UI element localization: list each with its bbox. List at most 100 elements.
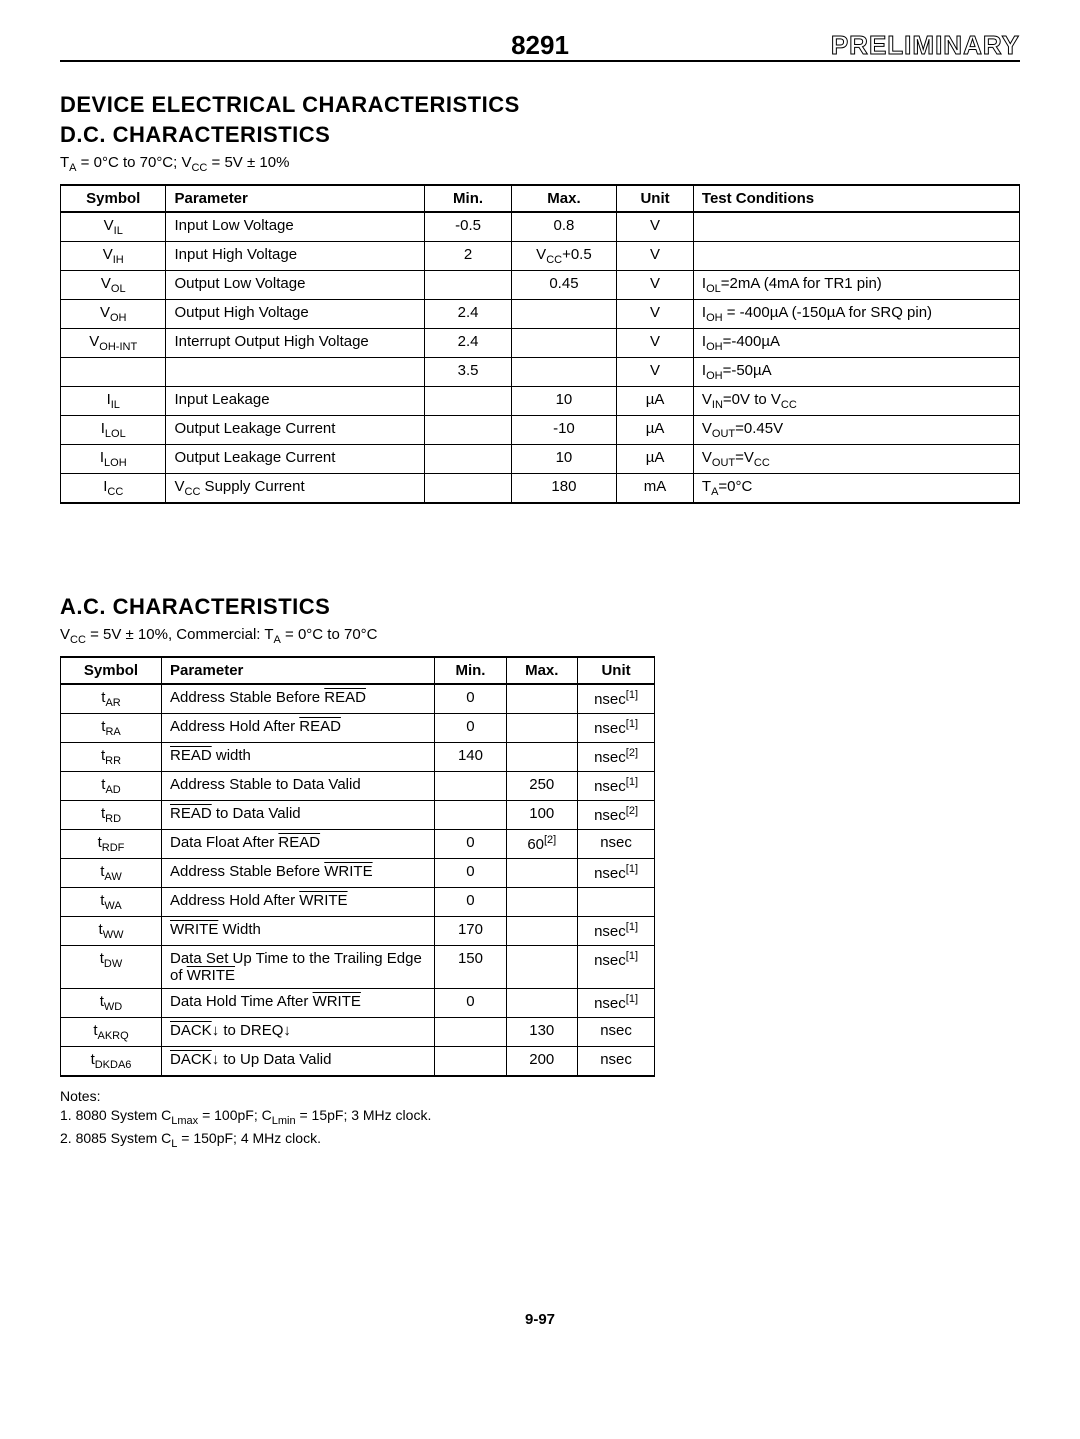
cell-conditions: VIN=0V to VCC <box>693 387 1019 416</box>
cell-parameter: READ width <box>162 743 435 772</box>
table-row: tWAAddress Hold After WRITE0 <box>61 888 655 917</box>
cell-conditions: IOH = -400µA (-150µA for SRQ pin) <box>693 300 1019 329</box>
cell-max: 100 <box>506 801 577 830</box>
cell-min: 0 <box>435 888 506 917</box>
cell-symbol: VOL <box>61 271 166 300</box>
cell-max: VCC+0.5 <box>511 242 616 271</box>
cell-symbol: VIL <box>61 212 166 242</box>
cell-max: 130 <box>506 1018 577 1047</box>
cell-min <box>425 416 511 445</box>
cell-unit: V <box>617 212 694 242</box>
cell-unit: mA <box>617 474 694 504</box>
cell-parameter: Output Leakage Current <box>166 416 425 445</box>
cell-conditions: TA=0°C <box>693 474 1019 504</box>
page-footer: 9-97 <box>60 1311 1020 1328</box>
cell-symbol: tWA <box>61 888 162 917</box>
col-test-conditions: Test Conditions <box>693 185 1019 212</box>
cell-unit: V <box>617 329 694 358</box>
notes-line: 2. 8085 System CL = 150pF; 4 MHz clock. <box>60 1129 1020 1152</box>
cell-unit: V <box>617 271 694 300</box>
cell-symbol: ILOH <box>61 445 166 474</box>
cell-conditions <box>693 212 1019 242</box>
cell-symbol: VOH <box>61 300 166 329</box>
cell-min: 2 <box>425 242 511 271</box>
cell-max <box>511 300 616 329</box>
table-row: tAWAddress Stable Before WRITE0nsec[1] <box>61 859 655 888</box>
table-row: VOH-INTInterrupt Output High Voltage2.4V… <box>61 329 1020 358</box>
cell-symbol: tRR <box>61 743 162 772</box>
cell-unit: nsec[2] <box>577 801 654 830</box>
cell-min <box>435 801 506 830</box>
notes-section: Notes: 1. 8080 System CLmax = 100pF; CLm… <box>60 1087 1020 1151</box>
table-row: tDWData Set Up Time to the Trailing Edge… <box>61 946 655 989</box>
cell-min <box>425 387 511 416</box>
table-row: VOLOutput Low Voltage0.45VIOL=2mA (4mA f… <box>61 271 1020 300</box>
cell-unit: V <box>617 242 694 271</box>
cell-min <box>435 1047 506 1077</box>
cell-unit: µA <box>617 416 694 445</box>
cell-parameter: READ to Data Valid <box>162 801 435 830</box>
table-row: ILOHOutput Leakage Current10µAVOUT=VCC <box>61 445 1020 474</box>
table-row: ICCVCC Supply Current180mATA=0°C <box>61 474 1020 504</box>
cell-symbol: tDW <box>61 946 162 989</box>
cell-max: 10 <box>511 445 616 474</box>
cell-min <box>435 772 506 801</box>
cell-max: 60[2] <box>506 830 577 859</box>
cell-symbol: tAD <box>61 772 162 801</box>
cell-symbol: tRD <box>61 801 162 830</box>
cell-unit: nsec <box>577 1018 654 1047</box>
cell-unit: nsec[1] <box>577 917 654 946</box>
table-row: tWWWRITE Width170nsec[1] <box>61 917 655 946</box>
table-row: IILInput Leakage10µAVIN=0V to VCC <box>61 387 1020 416</box>
cell-max: 180 <box>511 474 616 504</box>
table-row: tARAddress Stable Before READ0nsec[1] <box>61 684 655 714</box>
cell-max <box>506 714 577 743</box>
cell-max <box>511 329 616 358</box>
header-part-number: 8291 <box>511 30 569 61</box>
table-row: ILOLOutput Leakage Current-10µAVOUT=0.45… <box>61 416 1020 445</box>
table-row: tDKDA6DACK↓ to Up Data Valid200nsec <box>61 1047 655 1077</box>
cell-min: 0 <box>435 859 506 888</box>
cell-symbol: IIL <box>61 387 166 416</box>
cell-max: 200 <box>506 1047 577 1077</box>
cell-symbol: VIH <box>61 242 166 271</box>
cell-conditions: IOL=2mA (4mA for TR1 pin) <box>693 271 1019 300</box>
section1-title1: DEVICE ELECTRICAL CHARACTERISTICS <box>60 92 1020 118</box>
cell-unit: nsec[1] <box>577 989 654 1018</box>
cell-parameter: VCC Supply Current <box>166 474 425 504</box>
header-preliminary: PRELIMINARY <box>831 30 1020 61</box>
cell-symbol: tRA <box>61 714 162 743</box>
cell-min: 0 <box>435 714 506 743</box>
notes-heading: Notes: <box>60 1087 1020 1106</box>
cell-conditions: VOUT=0.45V <box>693 416 1019 445</box>
cell-unit: µA <box>617 445 694 474</box>
col-max: Max. <box>506 657 577 684</box>
cell-parameter: WRITE Width <box>162 917 435 946</box>
cell-parameter: Address Stable Before WRITE <box>162 859 435 888</box>
cell-symbol: tAR <box>61 684 162 714</box>
cell-conditions <box>693 242 1019 271</box>
cell-symbol: tWD <box>61 989 162 1018</box>
table-row: tRDFData Float After READ060[2]nsec <box>61 830 655 859</box>
cell-parameter: Data Set Up Time to the Trailing Edge of… <box>162 946 435 989</box>
cell-unit: nsec[1] <box>577 684 654 714</box>
cell-min: 0 <box>435 830 506 859</box>
cell-max: 250 <box>506 772 577 801</box>
cell-max <box>506 917 577 946</box>
cell-max <box>506 859 577 888</box>
col-min: Min. <box>435 657 506 684</box>
cell-unit: V <box>617 300 694 329</box>
table-row: tRRREAD width140nsec[2] <box>61 743 655 772</box>
cell-min: 140 <box>435 743 506 772</box>
cell-parameter: Address Stable to Data Valid <box>162 772 435 801</box>
cell-min <box>425 474 511 504</box>
cell-min: 0 <box>435 989 506 1018</box>
page-header: 8291 PRELIMINARY <box>60 30 1020 62</box>
cell-parameter: Data Hold Time After WRITE <box>162 989 435 1018</box>
cell-min: 170 <box>435 917 506 946</box>
cell-parameter: Data Float After READ <box>162 830 435 859</box>
cell-unit: nsec[1] <box>577 859 654 888</box>
cell-max <box>506 946 577 989</box>
cell-symbol: tAKRQ <box>61 1018 162 1047</box>
cell-symbol: tRDF <box>61 830 162 859</box>
